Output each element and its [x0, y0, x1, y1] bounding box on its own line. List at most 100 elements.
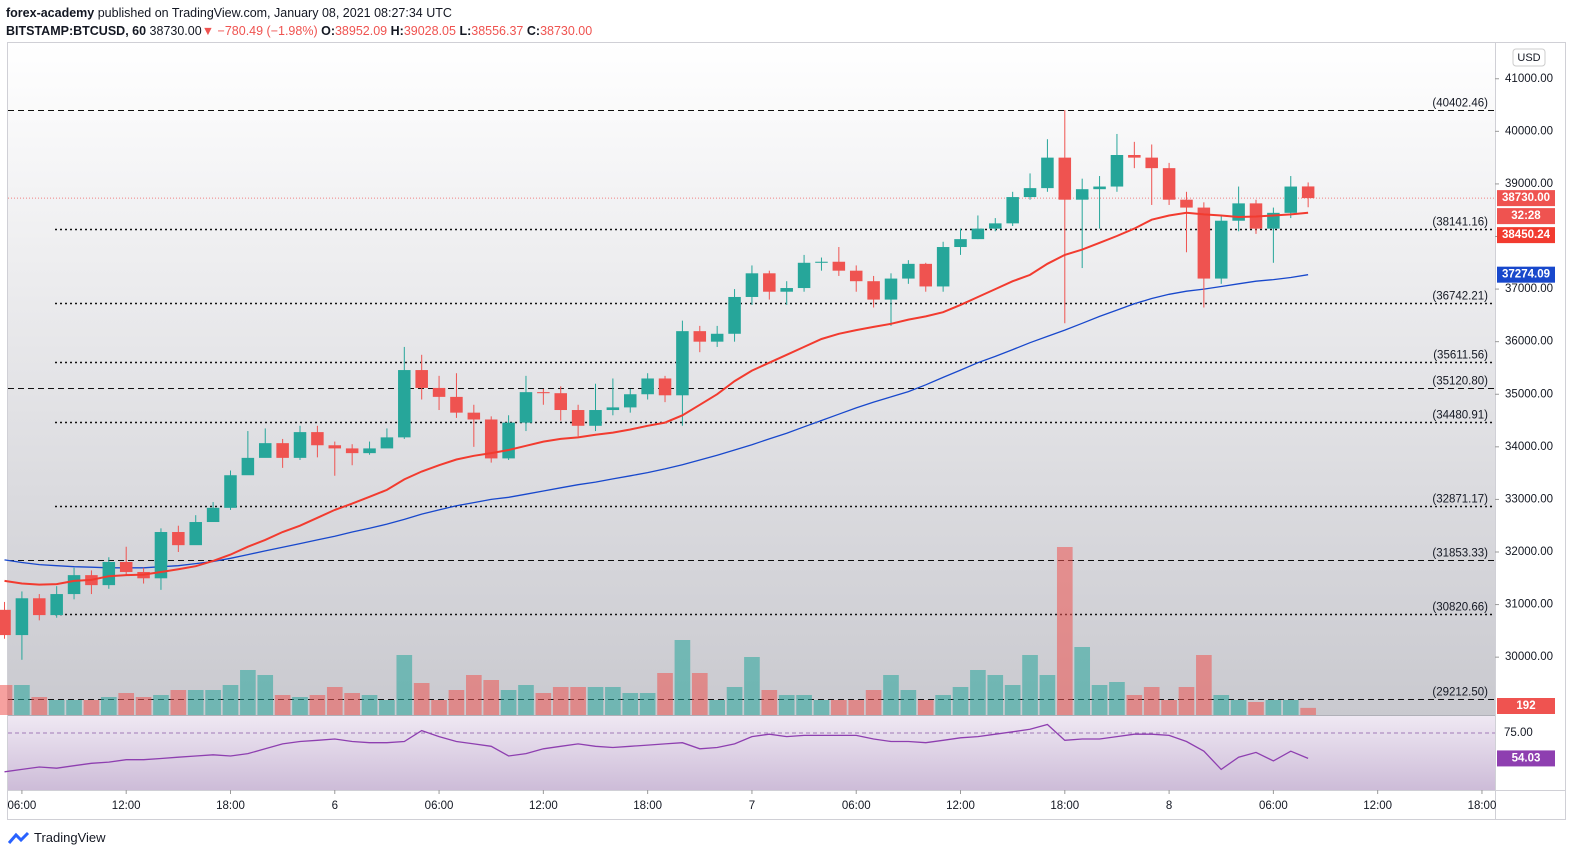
volume-bar	[1039, 675, 1056, 715]
rsi-tag-box	[1497, 750, 1555, 767]
candle-body	[519, 392, 533, 423]
ohlc-value: 38952.09	[334, 24, 388, 38]
candle-body	[780, 288, 793, 292]
candle-body	[328, 445, 342, 449]
volume-bar	[726, 687, 743, 715]
candle-body	[67, 575, 81, 595]
candle-body	[15, 598, 29, 636]
candle-body	[1006, 197, 1019, 224]
volume-bar	[917, 700, 934, 715]
x-tick-label: 18:00	[1050, 800, 1079, 812]
candle-body	[728, 296, 741, 334]
volume-bar	[240, 670, 256, 715]
volume-bar	[118, 693, 135, 715]
candle-body	[589, 410, 602, 426]
volume-bar	[135, 697, 152, 715]
ema-slow-tag-text: 37274.09	[1502, 269, 1550, 281]
candle-body	[1145, 157, 1158, 169]
y-tick-label: 34000.00	[1505, 441, 1553, 453]
ohlc-label: O:	[321, 24, 335, 38]
change: ▼ −780.49 (−1.98%)	[201, 24, 318, 38]
last-price-tag-text: 38730.00	[1502, 192, 1550, 204]
level-label: (38141.16)	[1432, 217, 1488, 229]
candle-body	[1110, 155, 1124, 187]
candle-body	[884, 278, 898, 300]
volume-bar	[0, 685, 13, 715]
y-tick-label: 40000.00	[1505, 125, 1553, 137]
y-tick-label: 39000.00	[1505, 178, 1553, 190]
ema-fast-tag-box	[1497, 227, 1555, 244]
volume-bar	[31, 697, 48, 715]
last-price-tag-box	[1497, 190, 1555, 207]
candle-body	[693, 331, 707, 342]
volume-bar	[1248, 702, 1264, 715]
x-tick-label: 12:00	[112, 800, 141, 812]
candle-body	[432, 387, 446, 397]
candle-body	[293, 432, 307, 458]
candle-body	[502, 422, 515, 459]
volume-bar	[831, 700, 847, 715]
candle-body	[1267, 212, 1280, 229]
candle-body	[311, 432, 324, 446]
volume-bar	[761, 690, 778, 715]
level-label: (34480.91)	[1432, 410, 1488, 422]
volume-bar	[153, 695, 169, 715]
x-tick-label: 12:00	[1363, 800, 1392, 812]
ohlc-value: 39028.05	[403, 24, 456, 38]
volume-bar	[431, 700, 447, 715]
volume-bar	[1213, 695, 1230, 715]
footer: TradingView	[8, 830, 106, 845]
candle-body	[241, 457, 255, 476]
candle-body	[1075, 189, 1089, 200]
candle-body	[276, 443, 289, 458]
candle-body	[154, 532, 168, 579]
x-tick-label: 06:00	[842, 800, 871, 812]
volume-bar	[587, 687, 604, 715]
candle-body	[206, 507, 220, 523]
volume-bar	[796, 695, 812, 715]
x-tick-label: 18:00	[216, 800, 245, 812]
candle-body	[398, 370, 411, 438]
volume-bar	[344, 693, 360, 715]
candle-body	[33, 598, 46, 616]
volume-tag-text: 192	[1516, 700, 1535, 712]
ohlc-label: L:	[459, 24, 472, 38]
volume-bar	[222, 685, 239, 715]
candle-body	[1180, 199, 1193, 208]
x-tick-label: 18:00	[1468, 800, 1497, 812]
last-price: 38730.00	[149, 24, 202, 38]
level-label: (32871.17)	[1432, 494, 1488, 506]
candle-body	[745, 273, 759, 297]
volume-bar	[1143, 687, 1160, 715]
level-label: (35611.56)	[1433, 350, 1488, 362]
volume-bar	[413, 683, 430, 715]
candle-body	[1023, 188, 1037, 198]
candle-body	[1301, 186, 1315, 199]
ema-fast-tag: 38450.24	[1497, 227, 1555, 244]
volume-bar	[1126, 695, 1143, 715]
symbol-line: BITSTAMP:BTCUSD, 60 38730.00▼ −780.49 (−…	[6, 22, 592, 40]
candle-body	[0, 609, 11, 636]
candle-body	[902, 263, 915, 279]
volume-bar	[1022, 655, 1038, 715]
rsi-pane	[8, 716, 1495, 790]
volume-bar	[778, 695, 795, 715]
ema-slow-tag: 37274.09	[1497, 266, 1555, 283]
volume-bar	[379, 700, 395, 715]
rsi-line	[4, 723, 1309, 773]
volume-bar	[1230, 700, 1247, 715]
candle-body	[641, 378, 654, 395]
rsi-tick-label: 75.00	[1504, 727, 1533, 739]
volume-bar	[100, 697, 117, 715]
candle-body	[1058, 157, 1072, 200]
volume-bar	[1056, 547, 1073, 715]
rsi-tag: 54.03	[1497, 750, 1555, 767]
volume-bar	[326, 687, 343, 715]
volume-bar	[657, 673, 673, 715]
volume-bar	[900, 690, 917, 715]
volume-bar	[1196, 655, 1212, 715]
volume-bar	[292, 697, 308, 715]
volume-bar	[1161, 700, 1177, 715]
candle-body	[415, 370, 428, 388]
volume-bar	[865, 690, 882, 715]
